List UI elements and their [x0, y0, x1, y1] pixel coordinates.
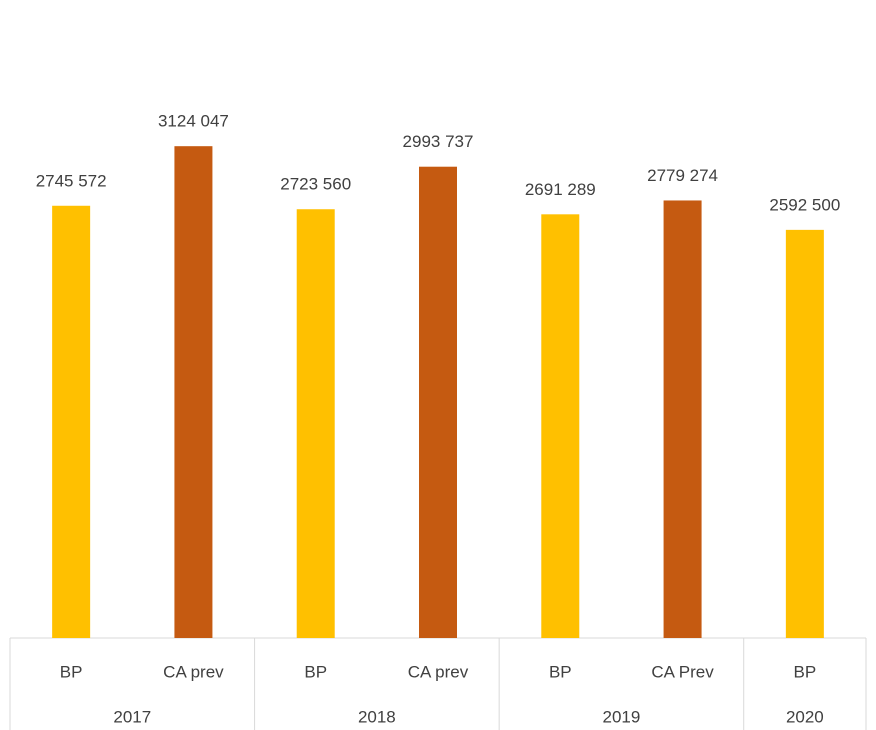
x-tick-label: CA prev	[408, 662, 469, 681]
x-tick-label: BP	[549, 662, 572, 681]
bar	[296, 209, 335, 639]
group-label: 2020	[786, 707, 824, 726]
data-label: 2745 572	[36, 171, 107, 190]
data-label: 2691 289	[525, 180, 596, 199]
bar	[663, 200, 702, 638]
bar	[541, 214, 580, 639]
x-tick-label: CA Prev	[651, 662, 714, 681]
x-tick-label: CA prev	[163, 662, 224, 681]
data-label: 2592 500	[769, 195, 840, 214]
x-tick-label: BP	[60, 662, 83, 681]
bar	[52, 205, 91, 638]
x-tick-label: BP	[304, 662, 327, 681]
group-label: 2018	[358, 707, 396, 726]
bar	[174, 146, 213, 639]
group-label: 2019	[603, 707, 641, 726]
data-label: 2993 737	[403, 132, 474, 151]
data-label: 3124 047	[158, 112, 229, 131]
x-tick-label: BP	[794, 662, 817, 681]
bar	[419, 166, 457, 638]
data-label: 2723 560	[280, 175, 351, 194]
group-label: 2017	[113, 707, 151, 726]
bar	[785, 229, 824, 638]
data-label: 2779 274	[647, 166, 718, 185]
